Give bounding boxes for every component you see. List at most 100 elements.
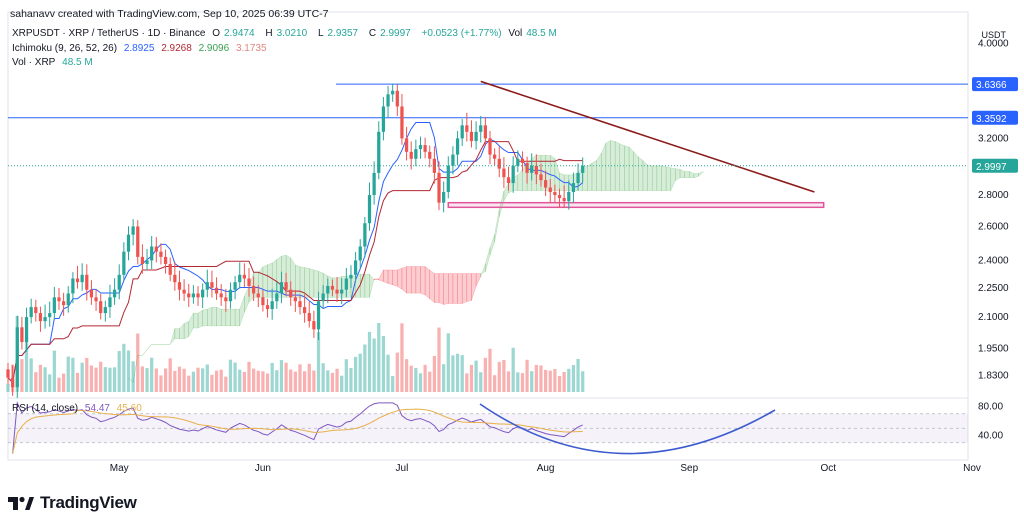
ichimoku-cloud-segment (448, 273, 454, 304)
symbol-name[interactable]: XRPUSDT · XRP / TetherUS · 1D · Binance (12, 28, 206, 39)
volume-bar (191, 371, 196, 392)
volume-bar (75, 372, 80, 392)
candle-body (483, 125, 487, 139)
ichimoku-cloud-segment (179, 322, 185, 340)
ichimoku-cloud-segment (369, 273, 375, 298)
ichimoku-cloud-segment (239, 296, 245, 326)
ichimoku-cloud-segment (420, 266, 426, 296)
volume-bar (442, 364, 446, 392)
volume-bar (6, 384, 10, 392)
ichimoku-legend[interactable]: Ichimoku (9, 26, 52, 26) 2.8925 2.9268 2… (12, 43, 271, 54)
volume-bar (112, 367, 117, 392)
candle-body (321, 293, 325, 302)
candle-body (238, 274, 242, 283)
open-value: 2.9474 (223, 28, 255, 39)
volume-legend[interactable]: Vol · XRP 48.5 M (12, 57, 97, 68)
volume-value: 48.5 M (526, 28, 557, 39)
volume-bar (493, 375, 497, 392)
volume-bar (66, 356, 70, 392)
candle-body (80, 274, 84, 283)
volume-bar (52, 350, 56, 392)
volume-bar (228, 359, 233, 392)
time-tick-label: Jul (396, 463, 409, 474)
volume-bar (163, 368, 168, 392)
candle-body (61, 301, 66, 306)
ichimoku-conversion-line (7, 122, 584, 384)
candle-body (210, 282, 214, 288)
candle-body (548, 187, 552, 193)
volume-bar (150, 357, 154, 392)
ichimoku-cloud-segment (471, 273, 477, 301)
ichimoku-cloud-segment (480, 263, 486, 277)
candle-body (75, 278, 80, 283)
last-price-tag (972, 158, 1018, 173)
volume-bar (428, 371, 432, 392)
price-tick-label: 2.4000 (978, 255, 1009, 266)
rsi-ma-value: 45.60 (116, 403, 142, 414)
tradingview-logo[interactable]: TradingView (8, 492, 137, 514)
ichimoku-cloud-segment (633, 150, 639, 191)
candle-body (57, 297, 61, 302)
high-value: 3.0210 (276, 28, 308, 39)
ichimoku-cloud-segment (207, 306, 213, 327)
volume-bar (571, 365, 576, 392)
candle-body (340, 289, 344, 294)
candle-body (404, 138, 409, 152)
ichimoku-cloud-segment (424, 265, 430, 300)
volume-bar (289, 369, 293, 392)
volume-bar (256, 370, 260, 392)
ichimoku-cloud-segment (475, 273, 481, 287)
ichimoku-cloud-segment (587, 162, 593, 191)
candle-body (428, 151, 432, 159)
ichimoku-cloud-segment (642, 159, 648, 191)
ichimoku-cloud-segment (378, 269, 384, 282)
candle-body (497, 158, 501, 169)
candle-body (414, 149, 418, 159)
volume-bar (381, 335, 386, 392)
candle-body (252, 285, 256, 294)
ichimoku-leading-b-value: 3.1735 (235, 43, 267, 54)
volume-bar (140, 366, 145, 392)
volume-bar (446, 333, 450, 392)
ichimoku-cloud-segment (452, 273, 458, 304)
symbol-legend: XRPUSDT · XRP / TetherUS · 1D · Binance … (12, 28, 557, 39)
candle-body (38, 313, 43, 322)
ichimoku-cloud-segment (438, 273, 444, 305)
volume-bar (465, 373, 469, 392)
price-tick-label: 4.0000 (978, 39, 1009, 50)
volume-bar (34, 372, 38, 392)
price-tick-label: 1.8300 (978, 370, 1009, 381)
volume-bar (24, 336, 29, 392)
volume-bar (126, 350, 131, 392)
volume-bar (418, 373, 423, 392)
ichimoku-cloud-segment (661, 165, 667, 191)
candle-body (293, 297, 297, 302)
ichimoku-cloud-segment (457, 273, 463, 304)
volume-bar (38, 364, 43, 392)
rsi-rounding-bottom-annotation (479, 403, 776, 455)
price-tick-label: 1.9500 (978, 344, 1009, 355)
volume-bar (525, 359, 529, 392)
volume-bar (61, 373, 66, 392)
rsi-legend[interactable]: RSI (14, close) 54.47 45.60 (12, 403, 146, 414)
ichimoku-cloud-segment (318, 270, 324, 298)
volume-bar (520, 373, 525, 392)
ichimoku-cloud-segment (624, 145, 630, 191)
candle-body (34, 307, 38, 314)
price-tick-label: 2.1000 (978, 312, 1009, 323)
candle-body (131, 226, 135, 235)
time-tick-label: Sep (680, 463, 698, 474)
ichimoku-cloud-segment (267, 262, 273, 298)
ichimoku-base-line (7, 141, 583, 384)
support-zone-box (447, 201, 825, 209)
volume-bar (497, 361, 501, 392)
volume-bar (423, 364, 427, 392)
ichimoku-cloud-segment (679, 168, 685, 178)
candle-body (576, 172, 580, 184)
ichimoku-cloud-segment (373, 278, 380, 281)
volume-bar (483, 357, 487, 392)
currency-label: USDT (981, 30, 1007, 40)
candle-body (270, 301, 274, 310)
ichimoku-cloud-segment (415, 266, 421, 294)
